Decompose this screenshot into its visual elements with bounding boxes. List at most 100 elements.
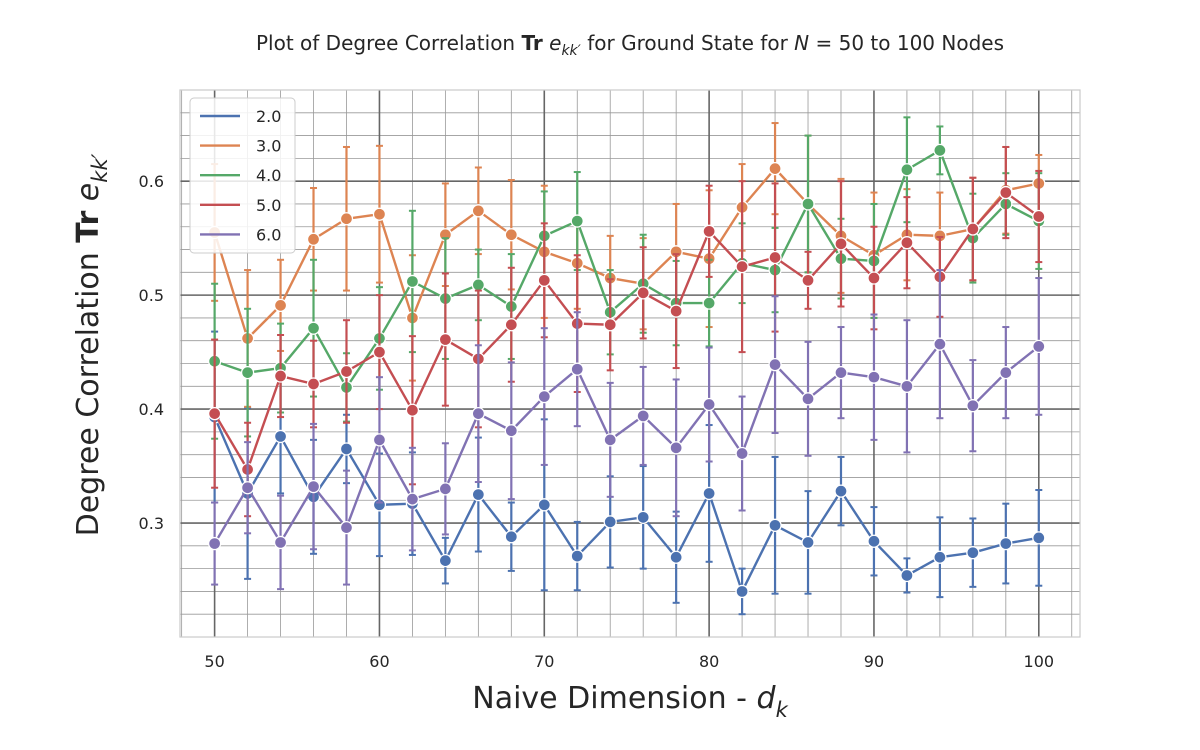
data-point	[603, 318, 617, 332]
data-point	[240, 481, 255, 495]
series-6.0	[207, 269, 1046, 591]
series-line	[213, 416, 1039, 593]
data-point	[207, 406, 222, 421]
data-point	[306, 377, 321, 391]
data-point	[768, 161, 782, 176]
data-point	[405, 274, 420, 289]
data-point	[801, 197, 815, 211]
y-tick-label: 0.4	[139, 400, 164, 419]
y-tick-labels: 0.3 0.4 0.5 0.6	[139, 172, 164, 533]
data-point	[603, 515, 617, 529]
data-point	[702, 224, 716, 238]
series-layer	[207, 116, 1046, 616]
legend-label: 6.0	[256, 225, 281, 244]
plot-area-frame	[179, 89, 1081, 638]
data-point	[537, 498, 551, 512]
data-point	[339, 442, 354, 456]
data-point	[702, 486, 716, 501]
data-point	[1032, 339, 1046, 354]
data-point	[504, 318, 518, 332]
data-point	[504, 228, 518, 242]
legend-label: 3.0	[256, 137, 281, 156]
data-point	[669, 550, 683, 564]
legend-label: 5.0	[256, 196, 281, 215]
data-point	[405, 492, 420, 506]
data-point	[273, 429, 288, 444]
data-point	[471, 406, 486, 421]
data-point	[537, 273, 551, 287]
data-point	[570, 549, 584, 563]
y-axis-label: Degree Correlation Tr ekk′	[71, 153, 112, 536]
data-point	[438, 482, 453, 496]
data-point	[999, 185, 1013, 200]
x-tick-labels: 50 60 70 80 90 100	[204, 652, 1054, 671]
data-point	[240, 365, 255, 380]
series-2.0	[207, 330, 1046, 616]
series-line	[213, 167, 1040, 340]
data-point	[900, 379, 914, 393]
data-point	[735, 446, 749, 461]
data-point	[702, 397, 716, 412]
y-tick-label: 0.3	[139, 514, 164, 533]
data-point	[966, 546, 980, 560]
data-point	[999, 536, 1013, 551]
data-point	[207, 536, 222, 551]
data-point	[735, 584, 749, 599]
data-point	[504, 424, 518, 438]
x-tick-label: 50	[204, 652, 224, 671]
data-point	[537, 389, 551, 404]
x-axis-label: Naive Dimension - dk	[472, 681, 788, 722]
data-point	[1032, 531, 1046, 545]
data-point	[669, 304, 683, 318]
legend-frame	[189, 97, 296, 254]
data-point	[372, 433, 387, 447]
x-tick-label: 100	[1024, 652, 1055, 671]
data-point	[834, 484, 848, 498]
data-point	[933, 337, 947, 351]
y-tick-label: 0.5	[139, 286, 164, 305]
x-tick-label: 80	[699, 652, 719, 671]
data-point	[306, 321, 321, 335]
data-point	[339, 520, 354, 535]
data-point	[933, 143, 947, 158]
data-point	[471, 204, 486, 218]
data-point	[306, 479, 321, 494]
data-point	[471, 278, 486, 292]
data-point	[867, 370, 881, 384]
data-point	[801, 273, 815, 287]
x-tick-label: 60	[369, 652, 389, 671]
data-point	[273, 298, 288, 313]
y-tick-label: 0.6	[139, 172, 164, 191]
data-point	[471, 487, 486, 502]
data-point	[570, 214, 584, 228]
data-point	[768, 250, 782, 265]
data-point	[504, 530, 518, 544]
x-tick-label: 90	[864, 652, 884, 671]
data-point	[900, 236, 914, 250]
data-point	[966, 222, 980, 236]
data-point	[900, 568, 914, 583]
data-point	[801, 392, 815, 406]
data-point	[834, 365, 848, 380]
data-point	[372, 207, 387, 221]
series-4.0	[207, 116, 1046, 440]
data-point	[900, 163, 914, 177]
data-point	[735, 259, 749, 274]
data-point	[339, 364, 354, 379]
data-point	[867, 271, 881, 285]
series-line	[214, 149, 1040, 389]
data-point	[1032, 209, 1046, 224]
data-point	[636, 510, 650, 524]
data-point	[405, 403, 420, 417]
data-point	[636, 286, 650, 300]
legend: 2.0 3.0 4.0 5.0 6.0	[189, 97, 296, 254]
data-point	[603, 433, 617, 447]
data-point	[966, 399, 980, 413]
data-point	[702, 296, 716, 310]
data-point	[768, 518, 782, 532]
data-point	[273, 535, 288, 550]
data-point	[669, 441, 683, 455]
chart-title: Plot of Degree Correlation Tr ekk′ for G…	[256, 31, 1004, 59]
data-point	[372, 345, 387, 359]
